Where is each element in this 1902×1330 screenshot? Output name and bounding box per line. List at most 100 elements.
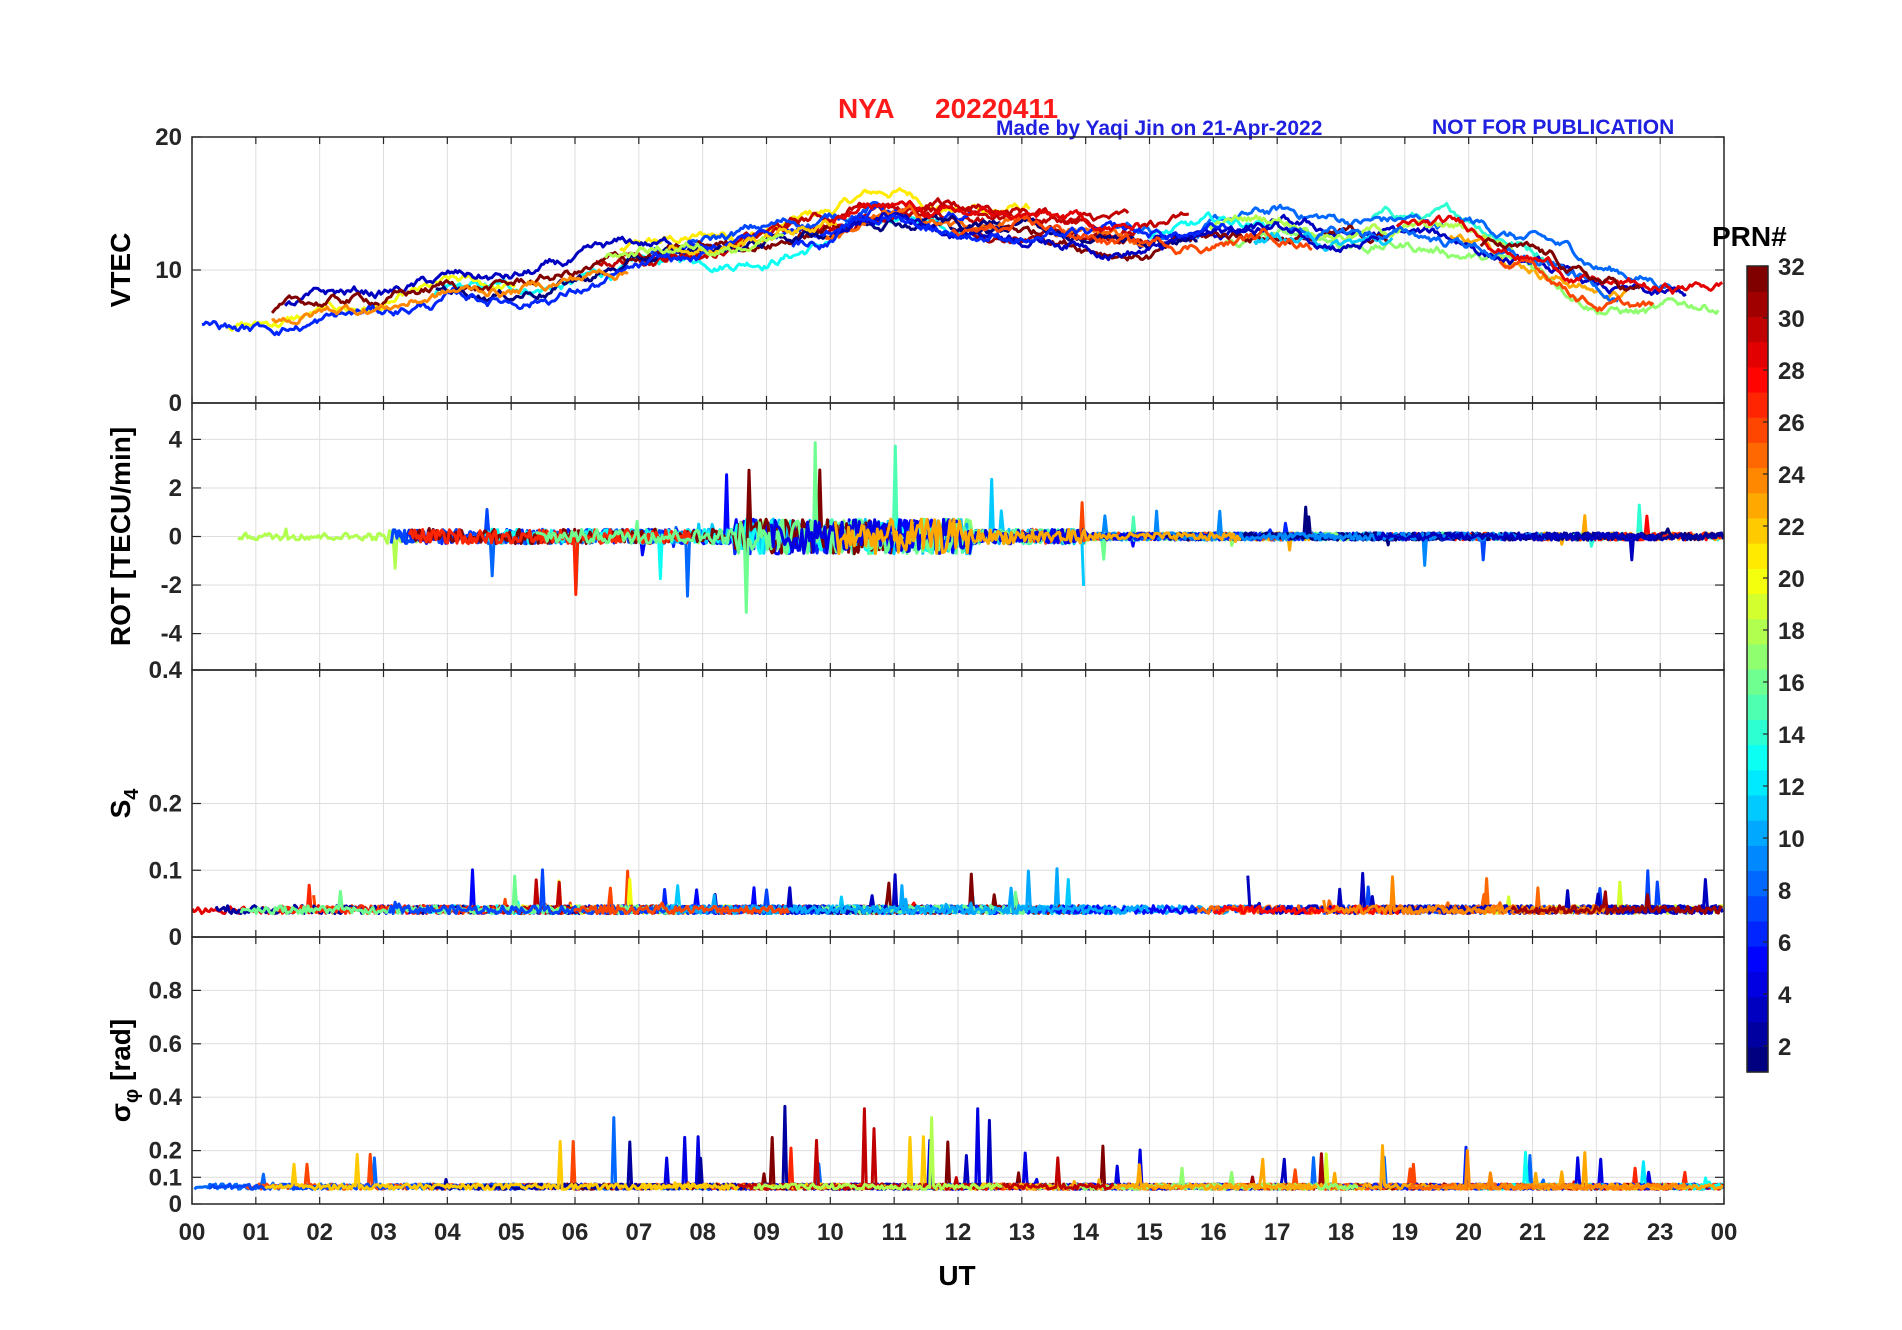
colorbar-segment: [1747, 291, 1768, 317]
colorbar-segment: [1747, 643, 1768, 670]
y-axis-label-main: σ: [105, 1103, 136, 1122]
series-line-prn-32: [493, 1136, 866, 1191]
y-tick-label: 0.2: [149, 791, 182, 818]
series-line-prn-26: [950, 214, 1313, 256]
y-tick-label: -4: [161, 621, 183, 648]
title-station: NYA: [838, 93, 895, 124]
series-group: [237, 441, 1724, 614]
series-line-prn-6: [791, 213, 1228, 251]
panel-s4: 0 0.1 0.2 0.4 S4: [105, 657, 1725, 951]
panel-sigma_phi: 00.10.20.40.60.8σφ [rad]: [105, 936, 1725, 1218]
series-line-prn-26: [1498, 257, 1655, 313]
x-tick-label: 09: [753, 1219, 780, 1246]
x-tick-label: 12: [945, 1219, 972, 1246]
colorbar-segment: [1747, 744, 1768, 771]
y-tick-label: 0.2: [149, 1138, 182, 1165]
colorbar-segment: [1747, 517, 1768, 544]
colorbar-segment: [1747, 417, 1768, 443]
x-tick-label: 08: [689, 1219, 716, 1246]
colorbar-tick-label: 18: [1778, 618, 1805, 645]
colorbar-segment: [1747, 492, 1768, 519]
colorbar-frame: [1746, 265, 1769, 1073]
colorbar-segment: [1747, 442, 1768, 469]
y-tick-label: 0: [169, 924, 182, 951]
y-axis-label: S4: [105, 788, 143, 819]
series-line-prn-31: [1510, 890, 1723, 916]
colorbar-tick-label: 22: [1778, 514, 1805, 541]
x-tick-label: 15: [1136, 1219, 1163, 1246]
x-tick-label: 00: [1711, 1219, 1738, 1246]
x-tick-label: 14: [1072, 1219, 1099, 1246]
series-line-prn-24: [1322, 875, 1608, 916]
series-group: [193, 1104, 1724, 1191]
series-line-prn-26: [573, 901, 790, 916]
y-axis-label-main: VTEC: [105, 233, 136, 308]
x-tick-label: 17: [1264, 1219, 1291, 1246]
colorbar-segment: [1747, 694, 1768, 720]
series-line-prn-8: [1457, 216, 1674, 292]
y-tick-label: 20: [155, 124, 182, 151]
x-tick-label: 16: [1200, 1219, 1227, 1246]
y-tick-label: 0.4: [149, 1084, 183, 1111]
series-line-prn-24: [1443, 1149, 1687, 1191]
x-axis-label: UT: [938, 1260, 975, 1291]
title-date: 20220411: [935, 93, 1058, 124]
colorbar-label: PRN#: [1712, 221, 1787, 252]
y-axis-label-sub: 4: [121, 788, 143, 800]
panel-frame: [191, 936, 1725, 1205]
colorbar-segment: [1747, 996, 1768, 1023]
x-tick-label: 10: [817, 1219, 844, 1246]
colorbar-tick-label: 32: [1778, 254, 1805, 281]
x-tick-labels: 00 01 02 03 04 05 06 07 08 09 10 11 12 13 14 15 16 17 18 19…: [179, 1219, 1738, 1246]
x-tick-label: 00: [179, 1219, 206, 1246]
series-line-prn-18: [753, 1116, 1003, 1191]
colorbar-segment: [1747, 543, 1768, 569]
series-line-prn-18: [237, 527, 424, 570]
x-tick-label: 20: [1455, 1219, 1482, 1246]
x-tick-label: 03: [370, 1219, 397, 1246]
colorbar-segment: [1747, 669, 1768, 695]
series-line-prn-18: [604, 233, 785, 259]
colorbar-tick-label: 20: [1778, 566, 1805, 593]
y-tick-label: 0: [169, 390, 182, 417]
y-tick-label: 0.4: [149, 657, 183, 684]
series-line-prn-22: [667, 219, 838, 257]
series-line-prn-22: [264, 1140, 711, 1191]
colorbar-segment: [1747, 794, 1768, 821]
colorbar-tick-label: 12: [1778, 774, 1805, 801]
colorbar-tick-label: 28: [1778, 358, 1805, 385]
series-line-prn-26: [244, 1140, 791, 1191]
y-axis-label-main: S: [105, 800, 136, 819]
series-line-prn-23: [833, 517, 1242, 556]
series-line-prn-3: [1373, 531, 1658, 562]
series-line-prn-3: [283, 235, 687, 307]
colorbar-segment: [1747, 946, 1768, 972]
panel-rot: -4 -2 0 2 4 ROT [TECU/min]: [105, 402, 1725, 671]
colorbar-tick-label: 24: [1778, 462, 1805, 489]
x-tick-label: 23: [1647, 1219, 1674, 1246]
credit-notice: NOT FOR PUBLICATION: [1432, 116, 1674, 139]
colorbar-segment: [1747, 870, 1768, 897]
colorbar-segment: [1747, 920, 1768, 947]
colorbar-tick-label: 30: [1778, 306, 1805, 333]
series-line-prn-29: [1395, 214, 1724, 295]
colorbar-tick-label: 14: [1778, 722, 1805, 749]
colorbar-segment: [1747, 467, 1768, 494]
x-tick-label: 01: [242, 1219, 269, 1246]
x-tick-label: 06: [562, 1219, 589, 1246]
x-tick-label: 05: [498, 1219, 525, 1246]
colorbar-segment: [1747, 266, 1768, 292]
y-axis-label: σφ [rad]: [105, 1019, 143, 1122]
series-group: [201, 187, 1724, 337]
colorbar-segment: [1747, 316, 1768, 343]
y-axis-label: ROT [TECU/min]: [105, 427, 136, 646]
colorbar-segment: [1747, 719, 1768, 746]
x-tick-label: 19: [1391, 1219, 1418, 1246]
x-tick-label: 13: [1008, 1219, 1035, 1246]
x-tick-label: 22: [1583, 1219, 1610, 1246]
colorbar-segment: [1747, 568, 1768, 595]
y-axis-label-main: ROT [TECU/min]: [105, 427, 136, 646]
series-line-prn-32: [1479, 237, 1641, 292]
